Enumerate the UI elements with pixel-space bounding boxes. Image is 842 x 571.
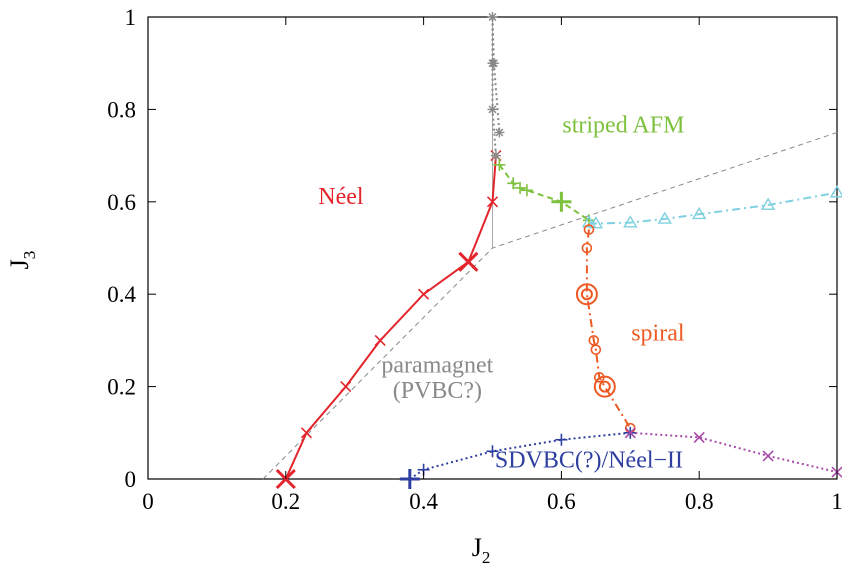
data-point [588, 216, 604, 229]
data-point [486, 445, 499, 458]
series-line [585, 229, 632, 429]
data-point [340, 381, 352, 393]
series-line [498, 164, 590, 222]
series-striped-upper-boundary [487, 12, 505, 161]
marker-stroke [458, 251, 479, 272]
marker-stroke [486, 196, 499, 208]
data-point [693, 431, 705, 443]
x-tick-label: 0 [142, 489, 154, 514]
y-tick-label: 1 [125, 5, 137, 30]
x-axis-label-sub: 2 [482, 548, 491, 567]
data-point [487, 104, 498, 115]
data-point [458, 251, 479, 272]
marker-shape [581, 215, 597, 228]
x-tick-label: 0.8 [685, 489, 714, 514]
data-point [581, 242, 593, 254]
series-line [284, 155, 497, 480]
y-tick-label: 0.4 [107, 282, 136, 307]
series-line [588, 191, 838, 225]
data-point [551, 191, 572, 212]
marker-shape [657, 211, 672, 224]
y-tick-label: 0.8 [107, 97, 136, 122]
marker-shape [829, 185, 842, 198]
y-tick-label: 0 [125, 467, 137, 492]
region-label: striped AFM [562, 113, 684, 139]
data-point [486, 196, 499, 208]
series-spiral-boundary [575, 224, 636, 434]
x-axis-label: J2 [472, 533, 491, 567]
series-line [491, 16, 501, 156]
series-neel-ii-boundary [624, 427, 842, 478]
region-label: Néel [318, 184, 364, 210]
series-neel-boundary [275, 150, 502, 490]
x-tick-label: 0.2 [271, 489, 300, 514]
marker-shape [580, 288, 593, 301]
marker-stroke [340, 381, 352, 393]
marker-shape [760, 197, 776, 210]
marker-shape [598, 380, 611, 393]
data-point [590, 344, 602, 355]
data-point [829, 185, 842, 198]
region-label: paramagnet [381, 353, 493, 379]
data-point [691, 206, 707, 220]
marker-shape [590, 344, 602, 355]
classical-lines [262, 17, 838, 480]
data-point [624, 427, 636, 439]
data-point [399, 469, 420, 489]
region-label: spiral [631, 320, 685, 346]
x-tick-label: 0.6 [547, 489, 576, 514]
marker-shape [581, 242, 593, 254]
data-point [418, 288, 430, 300]
marker-stroke [624, 427, 636, 439]
region-label: (PVBC?) [393, 378, 482, 404]
data-point [487, 12, 498, 22]
data-point [493, 158, 506, 171]
data-point [488, 58, 499, 69]
marker-shape [593, 375, 616, 398]
data-point [507, 177, 520, 190]
marker-stroke [418, 288, 430, 300]
x-tick-label: 0.4 [409, 489, 438, 514]
axis-ticks: 0 0.2 0.4 0.6 0.8 1 0 0.2 0.4 0.6 0.8 1 [107, 5, 842, 514]
data-point [514, 181, 527, 194]
series-layer [275, 12, 842, 490]
series-spiral-striped-boundary [581, 185, 842, 229]
marker-stroke [693, 431, 705, 443]
data-point [581, 215, 597, 228]
data-point [490, 150, 501, 161]
y-tick-label: 0.6 [107, 190, 136, 215]
x-tick-label: 1 [831, 489, 842, 514]
marker-stroke [300, 427, 313, 439]
marker-shape [588, 216, 604, 229]
data-point [520, 184, 533, 197]
marker-shape [575, 283, 598, 306]
region-labels: Néel striped AFM spiral paramagnet(PVBC?) SD… [318, 113, 685, 474]
series-striped-spiral-boundary [493, 158, 595, 227]
data-point [762, 450, 774, 462]
data-point [593, 375, 616, 398]
data-point [583, 224, 595, 235]
marker-shape [691, 206, 707, 220]
y-axis-label: J3 [5, 251, 39, 270]
data-point [760, 197, 776, 210]
y-tick-label: 0.2 [107, 375, 136, 400]
y-axis-label-main: J [5, 259, 34, 269]
data-point [300, 427, 313, 439]
data-point [623, 215, 638, 228]
region-label: SDVBC(?)/Néel−II [495, 447, 683, 473]
data-point [374, 334, 386, 346]
y-axis-label-sub: 3 [20, 251, 39, 260]
data-point [494, 127, 505, 138]
marker-shape [623, 215, 638, 228]
marker-stroke [374, 334, 386, 346]
data-point [575, 283, 598, 306]
marker-stroke [762, 450, 774, 462]
data-point [657, 211, 672, 224]
series-line [630, 431, 838, 474]
marker-shape [583, 224, 595, 235]
series-line [409, 431, 631, 480]
x-axis-label-main: J [472, 533, 482, 562]
data-point [555, 433, 568, 446]
